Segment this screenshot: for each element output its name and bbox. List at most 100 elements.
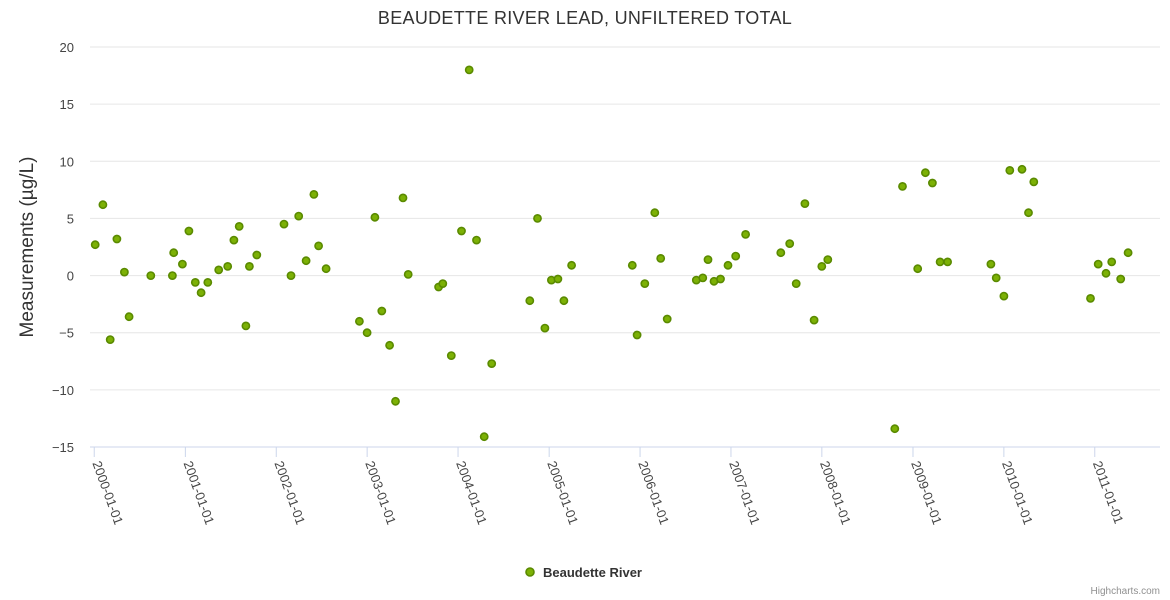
- y-tick-label: −15: [52, 440, 74, 455]
- data-point-10[interactable]: [184, 226, 194, 236]
- data-point-75[interactable]: [921, 168, 930, 178]
- data-point-5[interactable]: [124, 312, 134, 322]
- data-point-35[interactable]: [403, 269, 413, 279]
- data-point-55[interactable]: [656, 253, 666, 263]
- data-point-69[interactable]: [809, 315, 819, 325]
- data-point-65[interactable]: [776, 248, 786, 258]
- data-point-82[interactable]: [1005, 165, 1015, 175]
- data-point-32[interactable]: [385, 340, 394, 350]
- data-point-18[interactable]: [241, 321, 251, 331]
- data-point-12[interactable]: [196, 288, 206, 298]
- data-point-88[interactable]: [1101, 268, 1111, 278]
- legend[interactable]: Beaudette River: [525, 565, 642, 580]
- data-point-16[interactable]: [229, 235, 239, 245]
- data-point-67[interactable]: [791, 279, 801, 288]
- data-point-56[interactable]: [662, 314, 672, 324]
- data-point-61[interactable]: [716, 274, 725, 284]
- data-point-7[interactable]: [167, 271, 177, 280]
- data-point-4[interactable]: [120, 267, 129, 277]
- data-point-39[interactable]: [457, 226, 466, 236]
- data-point-25[interactable]: [309, 189, 319, 199]
- data-point-42[interactable]: [479, 432, 489, 442]
- data-point-74[interactable]: [913, 264, 923, 274]
- data-point-84[interactable]: [1024, 208, 1033, 218]
- data-point-91[interactable]: [1123, 248, 1133, 258]
- data-point-24[interactable]: [301, 256, 311, 266]
- data-point-72[interactable]: [890, 424, 900, 434]
- data-point-13[interactable]: [203, 277, 213, 287]
- data-point-3[interactable]: [112, 234, 122, 244]
- legend-label[interactable]: Beaudette River: [543, 565, 642, 580]
- data-point-40[interactable]: [464, 65, 474, 75]
- data-point-52[interactable]: [632, 330, 642, 340]
- data-point-86[interactable]: [1086, 293, 1095, 303]
- data-point-90[interactable]: [1116, 274, 1126, 284]
- data-point-79[interactable]: [986, 259, 996, 269]
- data-point-28[interactable]: [354, 316, 364, 326]
- data-point-50[interactable]: [567, 260, 576, 270]
- data-point-77[interactable]: [935, 257, 945, 267]
- data-point-37[interactable]: [438, 279, 448, 288]
- data-point-87[interactable]: [1093, 259, 1103, 269]
- data-point-54[interactable]: [650, 208, 660, 218]
- data-point-89[interactable]: [1107, 257, 1117, 267]
- data-point-6[interactable]: [146, 271, 156, 280]
- x-tick-label: 2001-01-01: [181, 459, 218, 527]
- data-point-51[interactable]: [627, 260, 637, 270]
- data-point-73[interactable]: [898, 181, 907, 191]
- data-point-53[interactable]: [640, 279, 650, 288]
- data-point-33[interactable]: [391, 396, 400, 406]
- y-axis-title: Measurements (µg/L): [17, 157, 38, 338]
- data-point-62[interactable]: [723, 260, 733, 270]
- data-point-70[interactable]: [817, 261, 827, 271]
- data-point-38[interactable]: [446, 351, 456, 360]
- data-point-66[interactable]: [785, 239, 795, 248]
- data-point-22[interactable]: [286, 271, 296, 280]
- data-point-63[interactable]: [731, 251, 741, 261]
- legend-marker[interactable]: [525, 567, 535, 577]
- data-point-58[interactable]: [698, 273, 708, 283]
- data-point-34[interactable]: [398, 193, 408, 203]
- data-point-9[interactable]: [177, 259, 187, 269]
- data-point-64[interactable]: [741, 229, 750, 239]
- data-point-41[interactable]: [472, 235, 481, 245]
- data-point-11[interactable]: [190, 277, 200, 287]
- data-point-59[interactable]: [703, 255, 713, 264]
- data-point-2[interactable]: [105, 335, 115, 344]
- data-point-71[interactable]: [823, 255, 833, 264]
- y-tick-label: 15: [60, 97, 74, 112]
- y-tick-label: 10: [60, 154, 74, 169]
- data-point-45[interactable]: [533, 213, 542, 223]
- data-point-1[interactable]: [98, 200, 108, 210]
- data-point-0[interactable]: [90, 240, 100, 250]
- x-tick-label: 2004-01-01: [453, 459, 490, 527]
- data-point-85[interactable]: [1029, 177, 1039, 187]
- data-point-43[interactable]: [487, 359, 497, 368]
- data-point-27[interactable]: [321, 264, 331, 274]
- data-point-48[interactable]: [553, 274, 563, 284]
- data-point-46[interactable]: [540, 323, 550, 333]
- y-tick-label: −10: [52, 383, 74, 398]
- data-point-29[interactable]: [362, 328, 372, 338]
- data-point-14[interactable]: [214, 265, 224, 275]
- data-point-26[interactable]: [314, 241, 323, 251]
- data-point-8[interactable]: [169, 248, 179, 258]
- data-point-23[interactable]: [294, 211, 304, 221]
- data-point-68[interactable]: [800, 199, 810, 208]
- data-point-76[interactable]: [928, 178, 937, 188]
- data-point-81[interactable]: [999, 291, 1009, 301]
- credits-link[interactable]: Highcharts.com: [1091, 586, 1160, 597]
- data-point-15[interactable]: [223, 261, 233, 271]
- data-point-20[interactable]: [252, 250, 262, 260]
- data-point-21[interactable]: [279, 219, 289, 229]
- data-point-19[interactable]: [244, 261, 254, 271]
- data-point-31[interactable]: [377, 306, 387, 316]
- data-point-80[interactable]: [991, 273, 1001, 283]
- x-tick-label: 2005-01-01: [544, 459, 581, 527]
- data-point-83[interactable]: [1017, 164, 1027, 174]
- data-point-49[interactable]: [559, 296, 569, 306]
- data-point-17[interactable]: [234, 221, 244, 231]
- data-point-44[interactable]: [525, 296, 535, 306]
- data-point-78[interactable]: [943, 257, 952, 267]
- data-point-30[interactable]: [370, 212, 380, 222]
